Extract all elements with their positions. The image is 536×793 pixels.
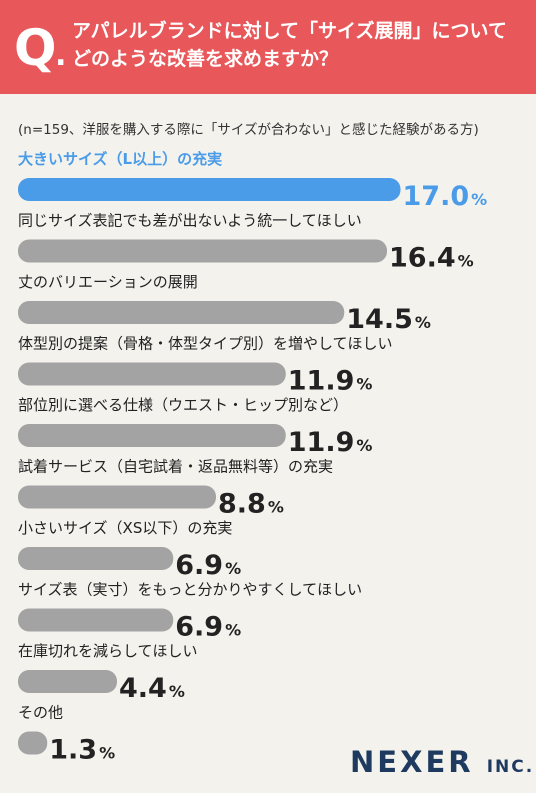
category-label: サイズ表（実寸）をもっと分かりやすくしてほしい (18, 581, 362, 599)
category-label: 部位別に選べる仕様（ウエスト・ヒップ別など） (18, 396, 348, 414)
bar (18, 485, 216, 509)
value-label: 1.3% (49, 735, 115, 766)
value-label: 11.9% (288, 366, 373, 397)
value-label: 6.9% (175, 550, 241, 581)
category-label: 同じサイズ表記でも差が出ないよう統一してほしい (18, 212, 362, 230)
value-unit: % (99, 744, 115, 763)
value-unit: % (471, 190, 487, 209)
sample-note: (n=159、洋服を購入する際に「サイズが合わない」と感じた経験がある方) (18, 122, 479, 138)
category-label: 試着サービス（自宅試着・返品無料等）の充実 (18, 458, 333, 476)
logo-sub: INC. (486, 757, 535, 777)
value-label: 6.9% (175, 612, 241, 643)
category-label: 体型別の提案（骨格・体型タイプ別）を増やしてほしい (18, 335, 393, 353)
bar (18, 239, 387, 263)
q-letter: Q (14, 19, 57, 77)
bar (18, 424, 286, 447)
bar (18, 362, 286, 386)
value-unit: % (415, 313, 431, 332)
bar (18, 731, 48, 755)
value-unit: % (225, 559, 241, 578)
bar (18, 608, 174, 632)
category-label: 丈のバリエーションの展開 (18, 273, 198, 291)
bar (18, 670, 117, 693)
value-unit: % (356, 375, 372, 394)
question-line-2: どのような改善を求めますか？ (72, 48, 339, 70)
value-label: 11.9% (288, 427, 373, 458)
value-label: 4.4% (119, 673, 185, 704)
value-unit: % (356, 436, 372, 455)
nexer-logo: NEXER INC. (350, 744, 534, 785)
bar (18, 547, 174, 570)
bar (18, 178, 401, 201)
value-unit: % (458, 252, 474, 271)
value-label: 16.4% (389, 243, 474, 274)
category-label: 小さいサイズ（XS以下）の充実 (18, 519, 232, 537)
q-dot: . (55, 38, 67, 73)
value-unit: % (268, 498, 284, 517)
category-label: 大きいサイズ（L以上）の充実 (18, 150, 222, 168)
value-label: 14.5% (346, 304, 431, 335)
bar (18, 301, 345, 324)
question-header: Q . アパレルブランドに対して「サイズ展開」について どのような改善を求めます… (0, 0, 536, 94)
value-unit: % (169, 682, 185, 701)
logo-main: NEXER (350, 745, 474, 779)
value-label: 17.0% (403, 181, 488, 212)
value-unit: % (225, 621, 241, 640)
category-label: 在庫切れを減らしてほしい (18, 642, 198, 660)
question-line-1: アパレルブランドに対して「サイズ展開」について (72, 20, 507, 42)
category-label: その他 (18, 704, 63, 722)
value-label: 8.8% (218, 489, 284, 520)
